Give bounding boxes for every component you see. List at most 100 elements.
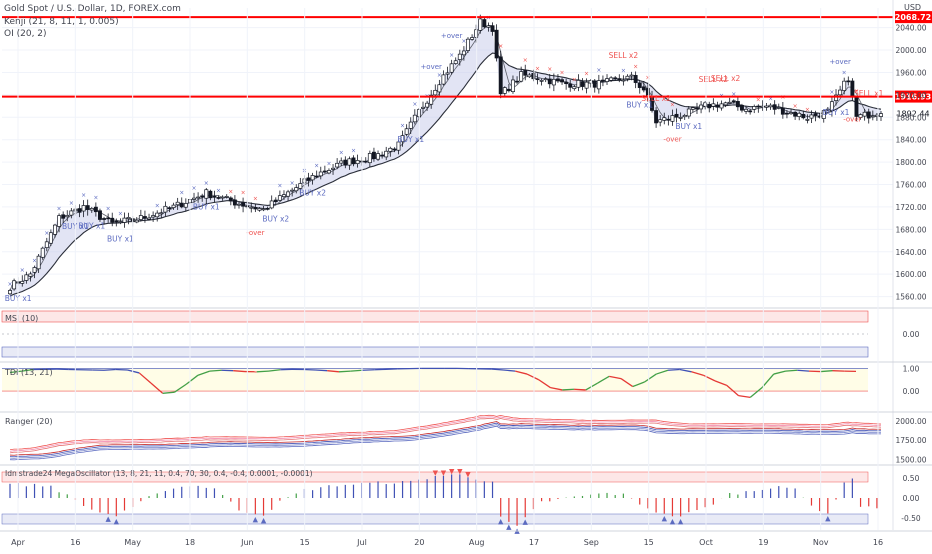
main-pane-bg xyxy=(0,0,893,305)
price-axis-tick: 1920.00 xyxy=(895,91,926,100)
time-axis-tick: 16 xyxy=(873,538,883,547)
candle-body xyxy=(544,79,547,80)
signal-star: × xyxy=(400,123,405,130)
signal-star: × xyxy=(228,188,233,195)
candle-body xyxy=(381,155,384,156)
signal-star: × xyxy=(326,160,331,167)
mega-sell-triangle: ▼ xyxy=(465,470,471,478)
mega-sell-triangle: ▼ xyxy=(449,467,455,475)
candle-body xyxy=(233,200,236,205)
signal-star: × xyxy=(204,180,209,187)
candle-body xyxy=(385,151,388,157)
candle-body xyxy=(62,215,65,219)
candle-body xyxy=(847,81,850,82)
candle-body xyxy=(405,129,408,135)
candle-body xyxy=(499,57,502,94)
candle-body xyxy=(143,216,146,218)
candle-body xyxy=(732,101,735,102)
candle-body xyxy=(614,78,617,79)
candle-body xyxy=(49,233,52,244)
candle-body xyxy=(593,81,596,87)
candle-body xyxy=(675,114,678,116)
candle-body xyxy=(794,112,797,116)
signal-star: × xyxy=(829,89,834,96)
candle-body xyxy=(802,114,805,117)
candle-body xyxy=(565,82,568,83)
candle-body xyxy=(119,222,122,223)
candle-body xyxy=(863,112,866,116)
candle-body xyxy=(180,203,183,207)
study-legend-oi[interactable]: OI (20, 2) xyxy=(4,29,47,39)
candle-body xyxy=(663,118,666,121)
candle-body xyxy=(708,104,711,108)
candle-body xyxy=(21,281,24,283)
candle-body xyxy=(548,79,551,84)
mega-lower-band xyxy=(2,514,868,524)
time-axis-tick: Aug xyxy=(469,538,485,547)
candle-body xyxy=(765,106,768,107)
mega-buy-triangle: ▲ xyxy=(506,523,512,531)
candle-body xyxy=(458,54,461,59)
buy-signal-label: BUY x2 xyxy=(299,188,326,197)
candle-body xyxy=(413,115,416,122)
candle-body xyxy=(274,200,277,202)
candle-body xyxy=(250,207,253,208)
candle-body xyxy=(209,191,212,198)
signal-star: × xyxy=(793,103,798,110)
study-legend-kenji[interactable]: Kenji (21, 8, 11, 1, 0.005) xyxy=(4,17,119,27)
candle-body xyxy=(356,160,359,163)
candle-body xyxy=(225,196,228,197)
candle-body xyxy=(311,175,314,179)
mega-sell-triangle: ▼ xyxy=(441,469,447,477)
candle-body xyxy=(393,149,396,150)
candle-body xyxy=(585,82,588,88)
mega-buy-triangle: ▲ xyxy=(114,517,120,525)
candle-body xyxy=(348,159,351,165)
time-axis-tick: Sep xyxy=(584,538,599,547)
candle-body xyxy=(785,113,788,114)
candle-body xyxy=(205,190,208,199)
candle-body xyxy=(368,153,371,162)
signal-star: × xyxy=(547,66,552,73)
candle-body xyxy=(217,197,220,198)
candle-body xyxy=(258,208,261,210)
candle-body xyxy=(29,274,32,276)
time-axis-tick: 16 xyxy=(70,538,80,547)
candle-body xyxy=(695,108,698,109)
candle-body xyxy=(315,176,318,177)
tdi-line-segment xyxy=(821,371,833,372)
candle-body xyxy=(372,152,375,159)
candle-body xyxy=(237,204,240,205)
signal-star: × xyxy=(216,187,221,194)
candle-body xyxy=(520,72,523,82)
price-axis-tick: 1760.00 xyxy=(895,181,926,190)
candle-body xyxy=(266,208,269,209)
mega-buy-triangle: ▲ xyxy=(261,517,267,525)
candle-body xyxy=(769,105,772,107)
candle-body xyxy=(781,108,784,114)
candle-body xyxy=(753,106,756,109)
signal-star: × xyxy=(290,180,295,187)
price-axis-tick: 1680.00 xyxy=(895,225,926,234)
tdi-axis-tick: 1.00 xyxy=(903,364,920,373)
candle-body xyxy=(654,111,657,123)
candle-body xyxy=(839,90,842,95)
mega-buy-triangle: ▲ xyxy=(253,515,259,523)
candle-body xyxy=(115,221,118,222)
candle-body xyxy=(295,188,298,191)
candle-body xyxy=(286,192,289,196)
signal-star: × xyxy=(842,70,847,77)
candle-body xyxy=(699,105,702,109)
candle-body xyxy=(12,281,15,289)
mega-sell-triangle: ▼ xyxy=(433,469,439,477)
time-axis-tick: 17 xyxy=(529,538,539,547)
candle-body xyxy=(327,170,330,173)
megaoscillator-pane: ▲▲▲▲▼▼▼▼▼▲▲▲▲▲▲▲▲Idnistrade24 MegaOscill… xyxy=(2,467,921,534)
candle-body xyxy=(254,207,257,209)
candle-body xyxy=(409,122,412,128)
tdi-line-segment xyxy=(574,389,586,390)
candle-body xyxy=(630,75,633,76)
candle-body xyxy=(160,213,163,214)
